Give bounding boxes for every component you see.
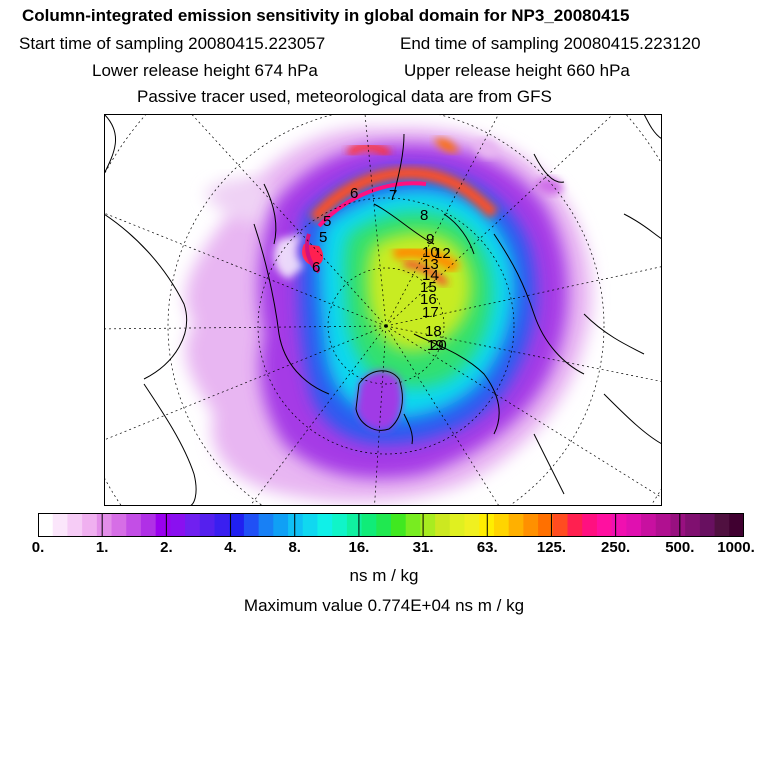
colorbar-swatch (288, 513, 304, 537)
colorbar-swatch (229, 513, 245, 537)
colorbar-tick-label: 4. (224, 539, 237, 556)
units-label: ns m / kg (349, 566, 419, 585)
colorbar-swatch (493, 513, 510, 537)
colorbar-swatch (699, 513, 716, 537)
colorbar-swatch (111, 513, 127, 537)
start-time-label: Start time of sampling 20080415.223057 (19, 34, 326, 53)
contour-label: 19 (427, 337, 444, 354)
colorbar-swatch (714, 513, 730, 537)
contour-label: 15 (420, 279, 437, 296)
contour-label: 20 (430, 337, 447, 354)
sensitivity-field (185, 127, 592, 503)
colorbar-swatch (405, 513, 422, 537)
colorbar-swatch (567, 513, 583, 537)
colorbar-swatch (582, 513, 598, 537)
colorbar-swatch (185, 513, 201, 537)
colorbar-swatch (140, 513, 157, 537)
colorbar-tick-label: 125. (536, 539, 567, 556)
map-title: Column-integrated emission sensitivity i… (22, 6, 630, 25)
contour-label: 16 (420, 291, 437, 308)
color-scale-bar (38, 513, 744, 537)
colorbar-swatch (155, 513, 171, 537)
colorbar-tick-label: 1000. (717, 539, 755, 556)
maximum-value-label: Maximum value 0.774E+04 ns m / kg (243, 596, 525, 615)
colorbar-swatch (626, 513, 642, 537)
colorbar-swatch (214, 513, 230, 537)
colorbar-swatch (243, 513, 260, 537)
colorbar-tick-label: 250. (601, 539, 631, 556)
colorbar-swatch (641, 513, 657, 537)
colorbar-swatch (729, 513, 744, 537)
colorbar-swatch (199, 513, 216, 537)
colorbar-swatch (508, 513, 524, 537)
upper-release-height-label: Upper release height 660 hPa (404, 61, 630, 80)
colorbar-tick-label: 500. (665, 539, 695, 556)
contour-label: 13 (422, 256, 439, 273)
contour-label: 18 (425, 323, 442, 340)
colorbar-swatch (273, 513, 289, 537)
colorbar-swatch (596, 513, 613, 537)
colorbar-swatch (685, 513, 701, 537)
colorbar-swatch (552, 513, 569, 537)
contour-label: 9 (426, 231, 434, 248)
colorbar-swatch (420, 513, 436, 537)
colorbar-swatch (67, 513, 83, 537)
colorbar-tick-label: 16. (348, 539, 370, 556)
colorbar-swatch (670, 513, 686, 537)
colorbar-swatch (655, 513, 672, 537)
colorbar-swatch (361, 513, 377, 537)
contour-label: 17 (422, 304, 439, 321)
contour-label: 7 (389, 187, 397, 204)
graticule (104, 114, 662, 506)
contour-label: 10 (422, 244, 439, 261)
colorbar-swatch (317, 513, 333, 537)
contour-label: 6 (350, 185, 358, 202)
colorbar-swatch (346, 513, 363, 537)
colorbar-swatch (538, 513, 554, 537)
contour-label: 14 (422, 267, 439, 284)
contour-label: 5 (323, 213, 331, 230)
colorbar-swatch (52, 513, 69, 537)
colorbar-swatch (170, 513, 186, 537)
colorbar-tick-label: 0. (31, 539, 45, 556)
colorbar-swatch (126, 513, 142, 537)
colorbar-swatch (611, 513, 627, 537)
tracer-info-label: Passive tracer used, meteorological data… (137, 87, 552, 106)
coastlines (104, 114, 662, 506)
contour-label: 12 (434, 245, 451, 262)
colorbar-swatch (332, 513, 348, 537)
contour-label: 5 (319, 229, 327, 246)
colorbar-tick-label: 8. (288, 539, 301, 556)
colorbar-tick-label: 31. (412, 539, 434, 556)
colorbar-swatch (376, 513, 392, 537)
end-time-label: End time of sampling 20080415.223120 (400, 34, 701, 53)
contour-labels: 6 5 7 8 9 10 12 13 14 15 16 17 18 19 20 … (312, 185, 451, 354)
lower-release-height-label: Lower release height 674 hPa (92, 61, 318, 80)
colorbar-swatch (523, 513, 539, 537)
emission-sensitivity-map: 6 5 7 8 9 10 12 13 14 15 16 17 18 19 20 … (104, 114, 662, 506)
colorbar-swatch (96, 513, 113, 537)
colorbar-swatch (302, 513, 319, 537)
colorbar-swatch (464, 513, 480, 537)
colorbar-swatch (38, 513, 54, 537)
colorbar-tick-label: 63. (476, 539, 498, 556)
colorbar-swatch (391, 513, 407, 537)
colorbar-tick-label: 1. (95, 539, 109, 556)
contour-label: 6 (312, 259, 320, 276)
colorbar-tick-label: 2. (160, 539, 173, 556)
colorbar-frame (38, 513, 744, 537)
colorbar-swatch (82, 513, 98, 537)
map-frame (104, 114, 662, 506)
contour-label: 8 (420, 207, 428, 224)
colorbar-swatch (449, 513, 466, 537)
colorbar-swatch (435, 513, 451, 537)
colorbar-swatch (258, 513, 274, 537)
